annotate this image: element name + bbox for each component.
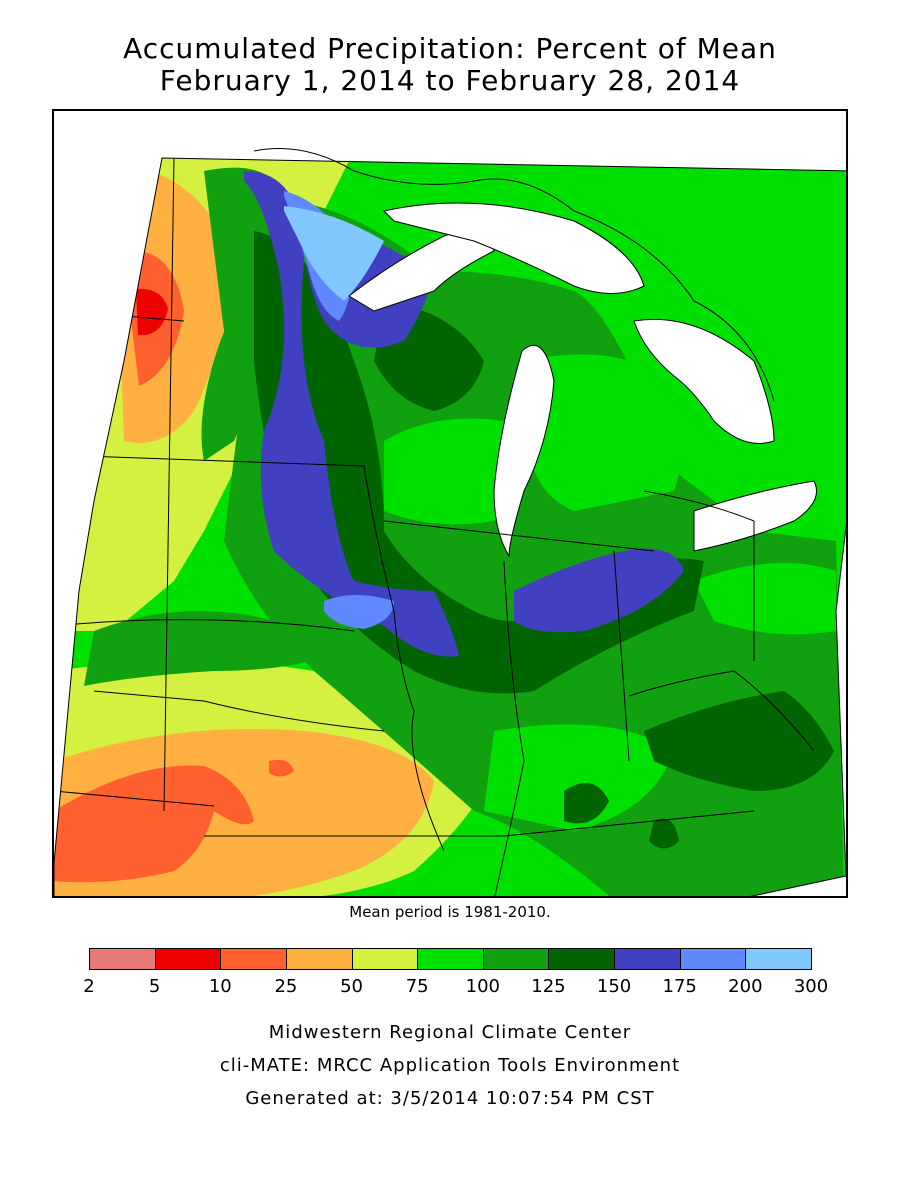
band-200-300 [284, 206, 384, 301]
lake-superior-east [383, 202, 645, 294]
band-125-150-spot2 [649, 818, 679, 849]
map-title-line1: Accumulated Precipitation: Percent of Me… [123, 32, 777, 65]
band-5-10-west [136, 288, 168, 336]
lake-erie [693, 480, 817, 552]
legend-swatch [745, 948, 812, 970]
band-150-175-east [514, 548, 684, 633]
legend-swatch [351, 948, 419, 970]
band-75-100-wisconsin [384, 418, 512, 525]
legend-tick-label: 125 [531, 976, 566, 997]
legend-tick-label: 75 [405, 976, 429, 997]
legend-swatch [548, 948, 616, 970]
band-10-25-south [54, 765, 254, 883]
legend-swatch [220, 948, 287, 970]
legend-swatch [482, 948, 550, 970]
canada-border [253, 148, 775, 402]
color-legend [89, 948, 812, 970]
map-title-line2: February 1, 2014 to February 28, 2014 [159, 64, 741, 97]
legend-tick-label: 200 [728, 976, 763, 997]
lake-superior [348, 230, 495, 312]
legend-swatch [417, 948, 484, 970]
band-75-100-ohio [694, 563, 836, 635]
band-75-100-southcentral [484, 724, 674, 831]
footer-organization: Midwestern Regional Climate Center [268, 1022, 632, 1043]
band-150-175-west [244, 171, 459, 657]
legend-swatch [154, 948, 222, 970]
legend-tick-label: 2 [83, 976, 95, 997]
lake-huron [633, 318, 775, 444]
band-75-100-michigan [524, 354, 684, 511]
legend-tick-label: 50 [340, 976, 363, 997]
legend-tick-label: 300 [793, 976, 829, 997]
band-175-200-south [324, 595, 394, 629]
lake-michigan [493, 344, 555, 558]
legend-tick-label: 175 [662, 976, 697, 997]
precipitation-map [52, 109, 848, 898]
legend-tick-label: 25 [274, 976, 298, 997]
contour-fill [54, 158, 846, 896]
legend-tick-label: 150 [596, 976, 632, 997]
legend-swatch [285, 948, 353, 970]
band-10-25-spot [269, 759, 294, 777]
legend-swatch [614, 948, 681, 970]
band-125-150-east [644, 691, 834, 791]
state-boundaries [54, 158, 815, 896]
region-outline [54, 157, 846, 896]
legend-tick-label: 100 [465, 976, 500, 997]
legend-swatch [89, 948, 156, 970]
band-125-150-spot1 [564, 783, 609, 824]
legend-tick-label: 5 [148, 976, 161, 997]
mean-period-note: Mean period is 1981-2010. [349, 903, 551, 921]
map-canvas [54, 148, 846, 896]
footer-generated-at: Generated at: 3/5/2014 10:07:54 PM CST [245, 1088, 655, 1109]
footer-application: cli-MATE: MRCC Application Tools Environ… [219, 1055, 681, 1076]
legend-tick-label: 10 [208, 976, 232, 997]
legend-swatch [679, 948, 747, 970]
